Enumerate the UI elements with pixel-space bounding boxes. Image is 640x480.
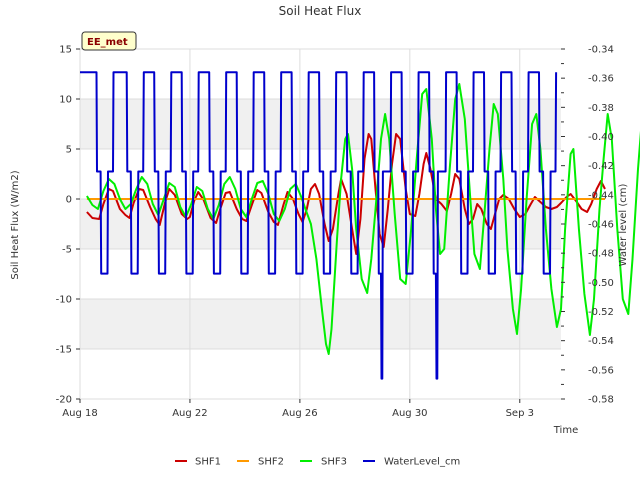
y-left-tick-label: 15 [59,45,72,56]
plot-band [80,299,561,349]
legend: SHF1 SHF2 SHF3 WaterLevel_cm [175,457,460,468]
x-tick-label: Aug 26 [282,408,317,419]
y-right-tick-label: -0.38 [588,103,614,114]
legend-label: WaterLevel_cm [384,457,460,468]
y-axis-left-title: Soil Heat Flux (W/m2) [10,170,21,279]
y-right-tick-label: -0.54 [588,336,614,347]
y-right-tick-label: -0.36 [588,74,614,85]
y-right-tick-label: -0.44 [588,190,614,201]
series-line-waterlevel-cm [80,71,558,380]
y-right-tick-label: -0.42 [588,161,614,172]
y-right-tick-label: -0.58 [588,395,614,406]
y-right-tick-label: -0.50 [588,278,614,289]
y-left-tick-label: -5 [62,245,72,256]
y-right-tick-label: -0.48 [588,249,614,260]
series-line-shf1 [86,133,606,255]
series-layer [80,71,640,380]
y-right-tick-label: -0.52 [588,307,614,318]
x-tick-label: Aug 30 [392,408,427,419]
x-tick-label: Sep 3 [506,408,534,419]
legend-label: SHF3 [321,457,347,468]
y-right-tick-label: -0.56 [588,365,614,376]
station-badge-label: EE_met [87,37,128,48]
legend-label: SHF2 [258,457,284,468]
y-left-tick-label: 5 [66,145,72,156]
x-axis-title: Time [553,425,578,436]
y-left-tick-label: 0 [66,195,72,206]
y-right-tick-label: -0.34 [588,45,614,56]
x-tick-label: Aug 22 [172,408,207,419]
y-axis-right-title: Water level (cm) [618,184,629,267]
legend-label: SHF1 [195,457,221,468]
x-tick-label: Aug 18 [62,408,97,419]
axes: 15 10 5 0 -5 -10 -15 -20 -0.34 -0.36 -0.38 -0.40 -0.… [56,45,614,420]
y-left-tick-label: -20 [56,395,72,406]
y-left-tick-label: -15 [56,345,72,356]
y-left-tick-label: 10 [59,95,72,106]
y-left-tick-label: -10 [56,295,72,306]
y-right-tick-label: -0.46 [588,220,614,231]
station-badge: EE_met [81,31,137,51]
chart-title: Soil Heat Flux [279,4,362,18]
y-right-tick-label: -0.40 [588,132,614,143]
station-badge-box [81,31,137,51]
